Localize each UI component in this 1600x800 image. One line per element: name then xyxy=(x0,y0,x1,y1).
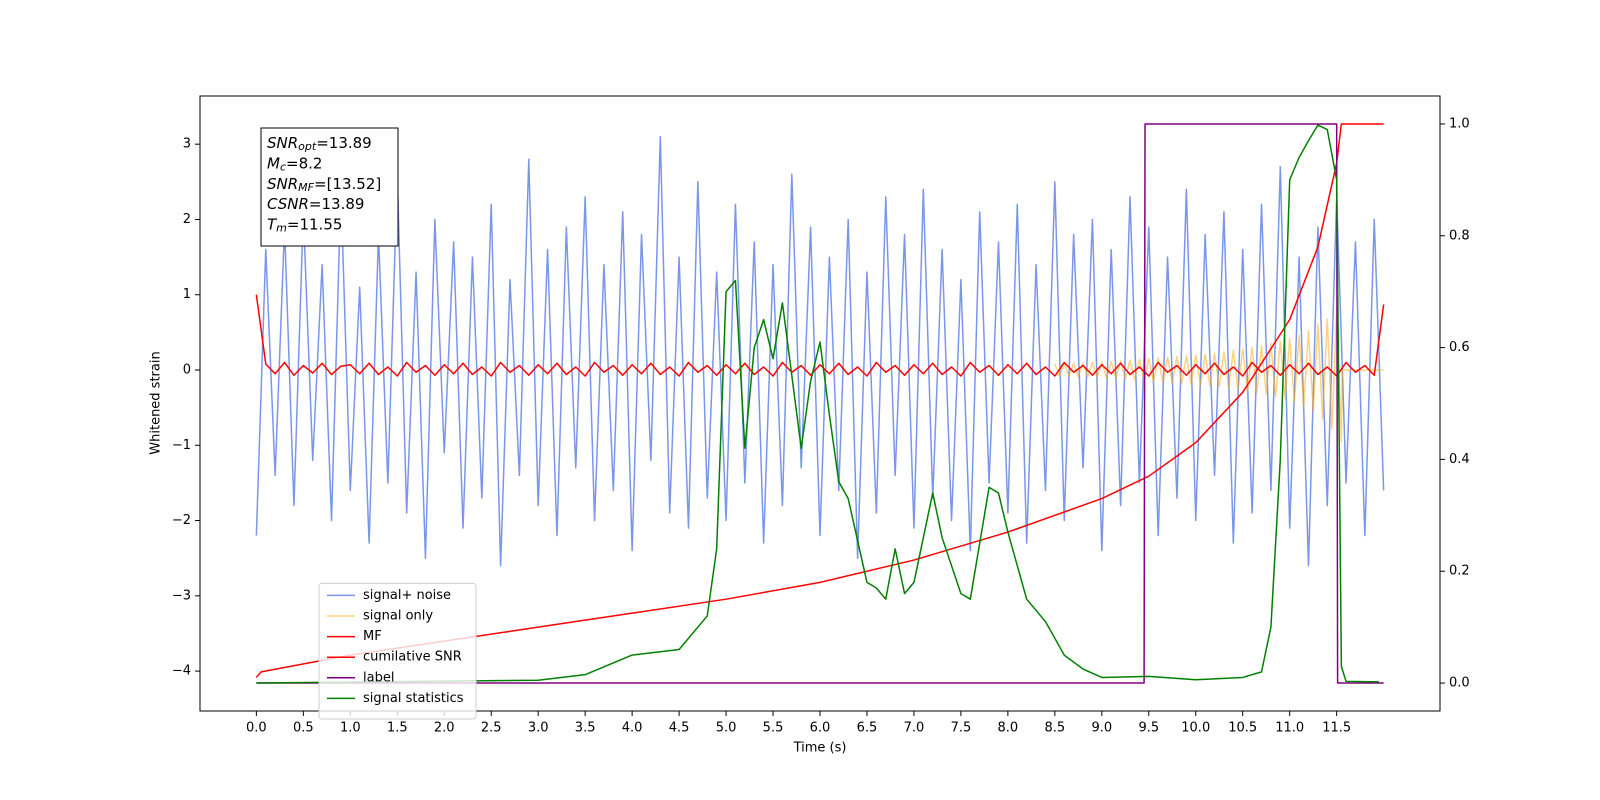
legend-label: signal+ noise xyxy=(363,588,451,603)
x-tick-label: 11.5 xyxy=(1322,721,1351,736)
x-tick-label: 1.5 xyxy=(387,721,408,736)
x-tick-label: 1.0 xyxy=(340,721,361,736)
y2-tick-label: 0.6 xyxy=(1449,340,1470,355)
x-tick-label: 10.5 xyxy=(1228,721,1257,736)
annotation-subscript: m xyxy=(276,222,287,235)
series-line xyxy=(255,294,1385,377)
annotation-text: =[13.52] xyxy=(314,174,381,192)
x-tick-label: 9.5 xyxy=(1138,721,1159,736)
annotation: CSNR=13.89 xyxy=(267,195,364,213)
annotation-subscript: c xyxy=(280,160,286,173)
y-axis-label: Whitened strain xyxy=(149,351,164,454)
x-tick-label: 4.5 xyxy=(669,721,690,736)
x-tick-label: 4.0 xyxy=(622,721,643,736)
legend-label: cumilative SNR xyxy=(363,650,462,665)
y-tick-label: 1 xyxy=(183,287,191,302)
annotation: SNRMF=[13.52] xyxy=(267,174,381,194)
legend-box xyxy=(318,582,477,720)
x-tick-label: 9.0 xyxy=(1091,721,1112,736)
annotation: SNRopt=13.89 xyxy=(267,134,372,154)
y2-tick-label: 0.8 xyxy=(1449,228,1470,243)
annotation-symbol: SNR xyxy=(267,174,298,192)
annotation: Mc=8.2 xyxy=(267,154,322,174)
series-line xyxy=(256,123,1384,684)
legend-label: MF xyxy=(363,629,382,644)
y2-tick-label: 1.0 xyxy=(1449,116,1470,131)
series-line xyxy=(255,135,1385,567)
x-tick-label: 2.5 xyxy=(481,721,502,736)
annotation-symbol: CSNR xyxy=(267,195,309,213)
x-tick-label: 6.0 xyxy=(810,721,831,736)
y2-tick-label: 0.4 xyxy=(1449,452,1470,467)
x-tick-label: 2.0 xyxy=(434,721,455,736)
x-tick-label: 0.5 xyxy=(293,721,314,736)
y-tick-label: −3 xyxy=(172,588,191,603)
annotation-box xyxy=(260,127,399,247)
legend-label: signal statistics xyxy=(363,691,464,706)
y-tick-label: 2 xyxy=(183,212,191,227)
annotation-text: =13.89 xyxy=(316,134,372,152)
legend-label: label xyxy=(363,670,394,685)
x-tick-label: 0.0 xyxy=(246,721,267,736)
y-tick-label: 0 xyxy=(183,363,191,378)
y2-tick-label: 0.0 xyxy=(1449,676,1470,691)
x-tick-label: 7.0 xyxy=(904,721,925,736)
x-axis-label: Time (s) xyxy=(793,741,847,756)
y-tick-label: −1 xyxy=(172,438,191,453)
legend-label: signal only xyxy=(363,609,433,624)
annotation-text: =11.55 xyxy=(287,215,343,233)
x-tick-label: 3.5 xyxy=(575,721,596,736)
series-line xyxy=(256,124,1379,684)
y-tick-label: −2 xyxy=(172,513,191,528)
y-tick-label: 3 xyxy=(183,137,191,152)
x-tick-label: 10.0 xyxy=(1181,721,1210,736)
annotation-symbol: T xyxy=(267,215,278,233)
y-tick-label: −4 xyxy=(172,664,191,679)
annotation: Tm=11.55 xyxy=(267,215,342,235)
x-tick-label: 3.0 xyxy=(528,721,549,736)
x-tick-label: 6.5 xyxy=(857,721,878,736)
annotation-subscript: MF xyxy=(298,181,314,194)
annotation-subscript: opt xyxy=(298,140,317,153)
x-tick-label: 7.5 xyxy=(951,721,972,736)
annotation-symbol: M xyxy=(267,154,280,172)
annotation-symbol: SNR xyxy=(267,134,298,152)
annotation-text: =13.89 xyxy=(309,195,365,213)
x-tick-label: 11.0 xyxy=(1275,721,1304,736)
x-tick-label: 5.0 xyxy=(716,721,737,736)
x-tick-label: 8.0 xyxy=(998,721,1019,736)
annotation-text: =8.2 xyxy=(286,154,322,172)
x-tick-label: 5.5 xyxy=(763,721,784,736)
x-tick-label: 8.5 xyxy=(1045,721,1066,736)
y2-tick-label: 0.2 xyxy=(1449,564,1470,579)
